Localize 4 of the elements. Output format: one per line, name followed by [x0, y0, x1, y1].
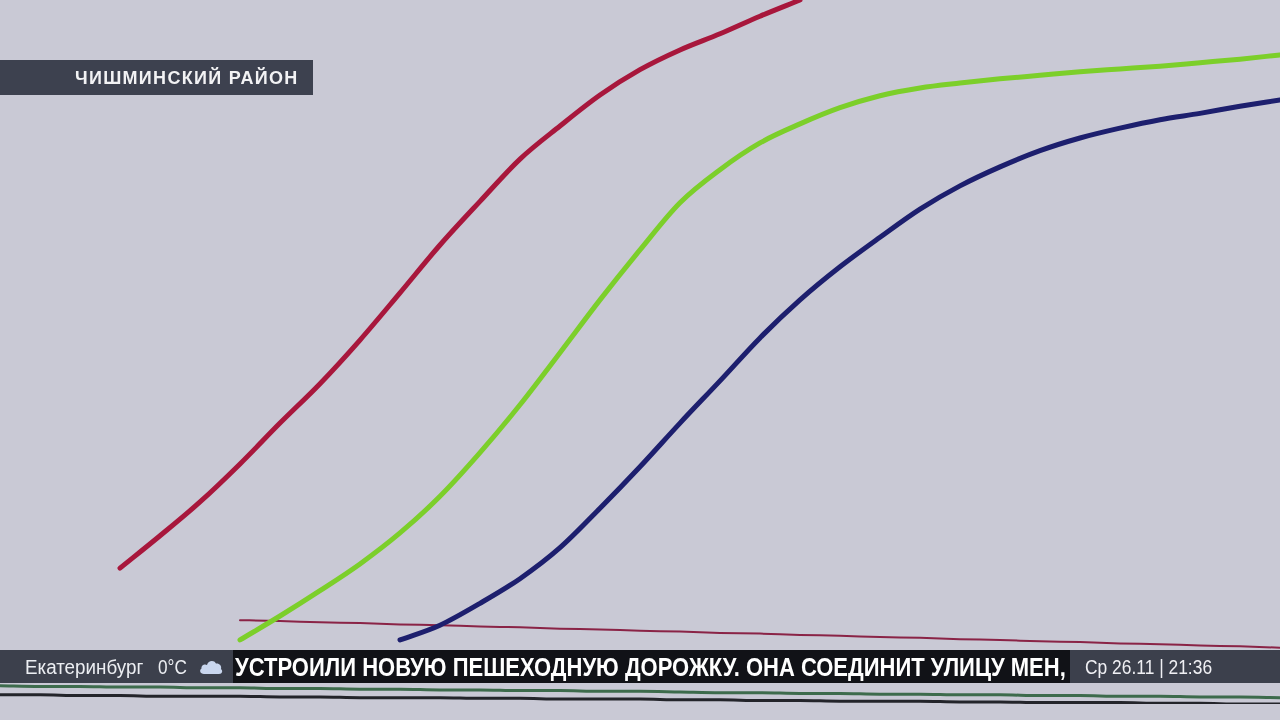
annotation: ЧИШМИНСКИЙ РАЙОН: [75, 68, 299, 88]
annotation: Екатеринбург: [25, 656, 144, 678]
annotation: 0°C: [158, 656, 187, 678]
annotation: Ср 26.11 | 21:36: [1085, 656, 1213, 678]
